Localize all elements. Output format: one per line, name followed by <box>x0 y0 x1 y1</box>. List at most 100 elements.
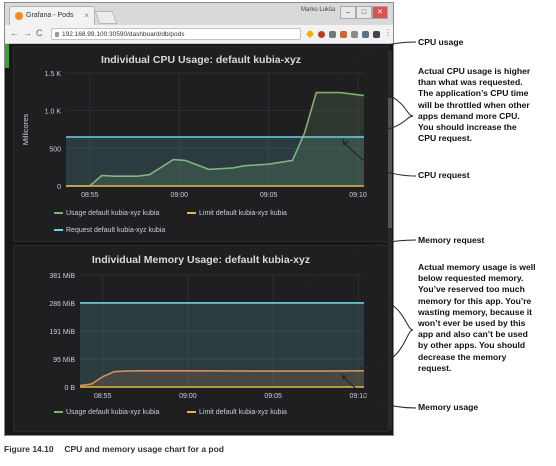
close-window-button[interactable]: ✕ <box>372 6 388 19</box>
x-tick-label: 08:55 <box>81 192 99 199</box>
legend-label: Usage default kubia-xyz kubia <box>66 409 160 416</box>
cpu-legend-request[interactable]: Request default kubia-xyz kubia <box>54 227 165 234</box>
note-line: You’ve reserved too much <box>418 284 525 295</box>
note-line: will be throttled when other <box>418 99 530 110</box>
grafana-icon <box>15 12 23 20</box>
legend-swatch <box>54 212 63 215</box>
callout-cpu-request <box>343 141 417 177</box>
memory-chart: 0 B 95 MiB 191 MiB 286 MiB 381 MiB 08:55 09:00… <box>49 273 367 400</box>
memory-panel: Individual Memory Usage: default kubia-x… <box>13 245 389 432</box>
side-indicator <box>5 44 9 68</box>
extension-icon[interactable] <box>351 31 358 38</box>
figure-label: Figure 14.10 <box>4 444 54 454</box>
y-tick-label: 381 MiB <box>49 273 75 280</box>
note-line: than what was requested. <box>418 77 523 88</box>
x-tick-label: 09:05 <box>260 192 278 199</box>
callout-arrowhead <box>335 74 342 83</box>
grafana-dashboard: Individual CPU Usage: default kubia-xyz … <box>5 44 393 435</box>
y-tick-label: 1.5 K <box>45 71 62 78</box>
series-area <box>66 92 364 186</box>
legend-swatch <box>54 411 63 414</box>
cpu-panel: Individual CPU Usage: default kubia-xyz … <box>13 46 389 242</box>
extension-icon[interactable] <box>362 31 369 38</box>
series-area <box>80 302 364 387</box>
memory-legend-usage[interactable]: Usage default kubia-xyz kubia <box>54 409 159 416</box>
y-tick-label: 286 MiB <box>49 301 75 308</box>
annotation-cpu-request: CPU request <box>418 170 470 180</box>
figure-caption-text: CPU and memory usage chart for a pod <box>64 444 225 454</box>
brace-memory <box>359 295 414 369</box>
menu-icon[interactable]: ⋮ <box>384 28 392 37</box>
extension-icon[interactable] <box>340 31 347 38</box>
note-line: Actual CPU usage is higher <box>418 66 531 76</box>
minimize-button[interactable]: – <box>340 6 356 19</box>
callout-cpu-usage <box>337 41 417 81</box>
adblock-extension-icon[interactable] <box>318 31 325 38</box>
y-tick-label: 0 B <box>64 385 75 392</box>
note-line: by other apps. You should <box>418 340 526 351</box>
scrollbar-thumb[interactable] <box>388 98 392 228</box>
x-tick-label: 09:10 <box>349 192 367 199</box>
y-tick-label: 1.0 K <box>45 109 62 116</box>
x-tick-label: 09:05 <box>264 393 282 400</box>
profile-name[interactable]: Marko Lukša <box>301 7 336 13</box>
y-axis-label: Millicores <box>21 114 30 146</box>
note-line: Actual memory usage is well <box>418 262 536 272</box>
cpu-chart: 0 500 1.0 K 1.5 K 08:55 09:00 09:05 09:10 Millic… <box>21 71 367 199</box>
tab-grafana-pods[interactable]: Grafana - Pods × <box>9 6 95 26</box>
browser-window: Grafana - Pods × Marko Lukša – □ ✕ ← → C… <box>4 2 394 436</box>
annotation-cpu-usage: CPU usage <box>418 37 464 47</box>
callout-memory-request <box>309 239 417 289</box>
title-bar: Grafana - Pods × Marko Lukša – □ ✕ <box>5 3 393 26</box>
browser-toolbar: ← → C 192.168.99.100:30590/dashboard/db/… <box>5 25 393 44</box>
note-line: You should increase the <box>418 122 517 133</box>
annotation-cpu-note: Actual CPU usage is higher than what was… <box>418 66 554 144</box>
y-tick-label: 0 <box>57 184 61 191</box>
tab-title: Grafana - Pods <box>26 12 74 19</box>
legend-label: Request default kubia-xyz kubia <box>66 227 166 234</box>
series-area <box>80 370 364 387</box>
extension-icon[interactable] <box>329 31 336 38</box>
memory-panel-title: Individual Memory Usage: default kubia-x… <box>91 254 311 266</box>
note-line: The application’s CPU time <box>418 88 529 99</box>
scrollbar[interactable] <box>388 50 392 430</box>
forward-icon[interactable]: → <box>23 28 32 38</box>
address-bar[interactable]: 192.168.99.100:30590/dashboard/db/pods <box>51 28 301 40</box>
extension-icon[interactable] <box>373 31 380 38</box>
callout-arrowhead <box>342 138 349 147</box>
cpu-panel-title: Individual CPU Usage: default kubia-xyz <box>100 54 302 66</box>
memory-legend-limit[interactable]: Limit default kubia-xyz kubia <box>187 409 287 416</box>
series-line <box>79 370 365 387</box>
legend-swatch <box>54 229 63 232</box>
maximize-button[interactable]: □ <box>356 6 372 19</box>
legend-label: Limit default kubia-xyz kubia <box>199 210 287 217</box>
note-line: apps demand more CPU. <box>418 110 520 121</box>
brace-cpu <box>359 89 414 133</box>
y-tick-label: 191 MiB <box>49 329 75 336</box>
cpu-legend-usage[interactable]: Usage default kubia-xyz kubia <box>54 210 159 217</box>
callout-arrowhead <box>307 282 314 291</box>
y-tick-label: 95 MiB <box>53 357 75 364</box>
x-tick-label: 08:55 <box>94 393 112 400</box>
url-text: 192.168.99.100:30590/dashboard/db/pods <box>62 31 185 38</box>
note-line: won’t ever be used by this <box>418 318 526 329</box>
x-tick-label: 09:00 <box>170 192 188 199</box>
y-tick-label: 500 <box>49 146 61 153</box>
note-line: memory for this app. You’re <box>418 295 532 306</box>
note-line: wasting memory, because it <box>418 306 532 317</box>
note-line: app and also can’t be used <box>418 329 528 340</box>
figure-caption: Figure 14.10 CPU and memory usage chart … <box>4 444 224 454</box>
x-tick-label: 09:00 <box>179 393 197 400</box>
cpu-legend-limit[interactable]: Limit default kubia-xyz kubia <box>187 210 287 217</box>
back-icon[interactable]: ← <box>10 28 19 38</box>
series-line <box>66 91 365 187</box>
close-tab-icon[interactable]: × <box>84 11 89 20</box>
reload-icon[interactable]: C <box>36 28 43 38</box>
series-area <box>66 137 364 186</box>
legend-swatch <box>187 212 196 215</box>
note-line: decrease the memory <box>418 351 507 362</box>
note-line: CPU request. <box>418 133 472 144</box>
annotation-memory-note: Actual memory usage is well below reques… <box>418 262 554 374</box>
note-line: below requested memory. <box>418 273 524 284</box>
